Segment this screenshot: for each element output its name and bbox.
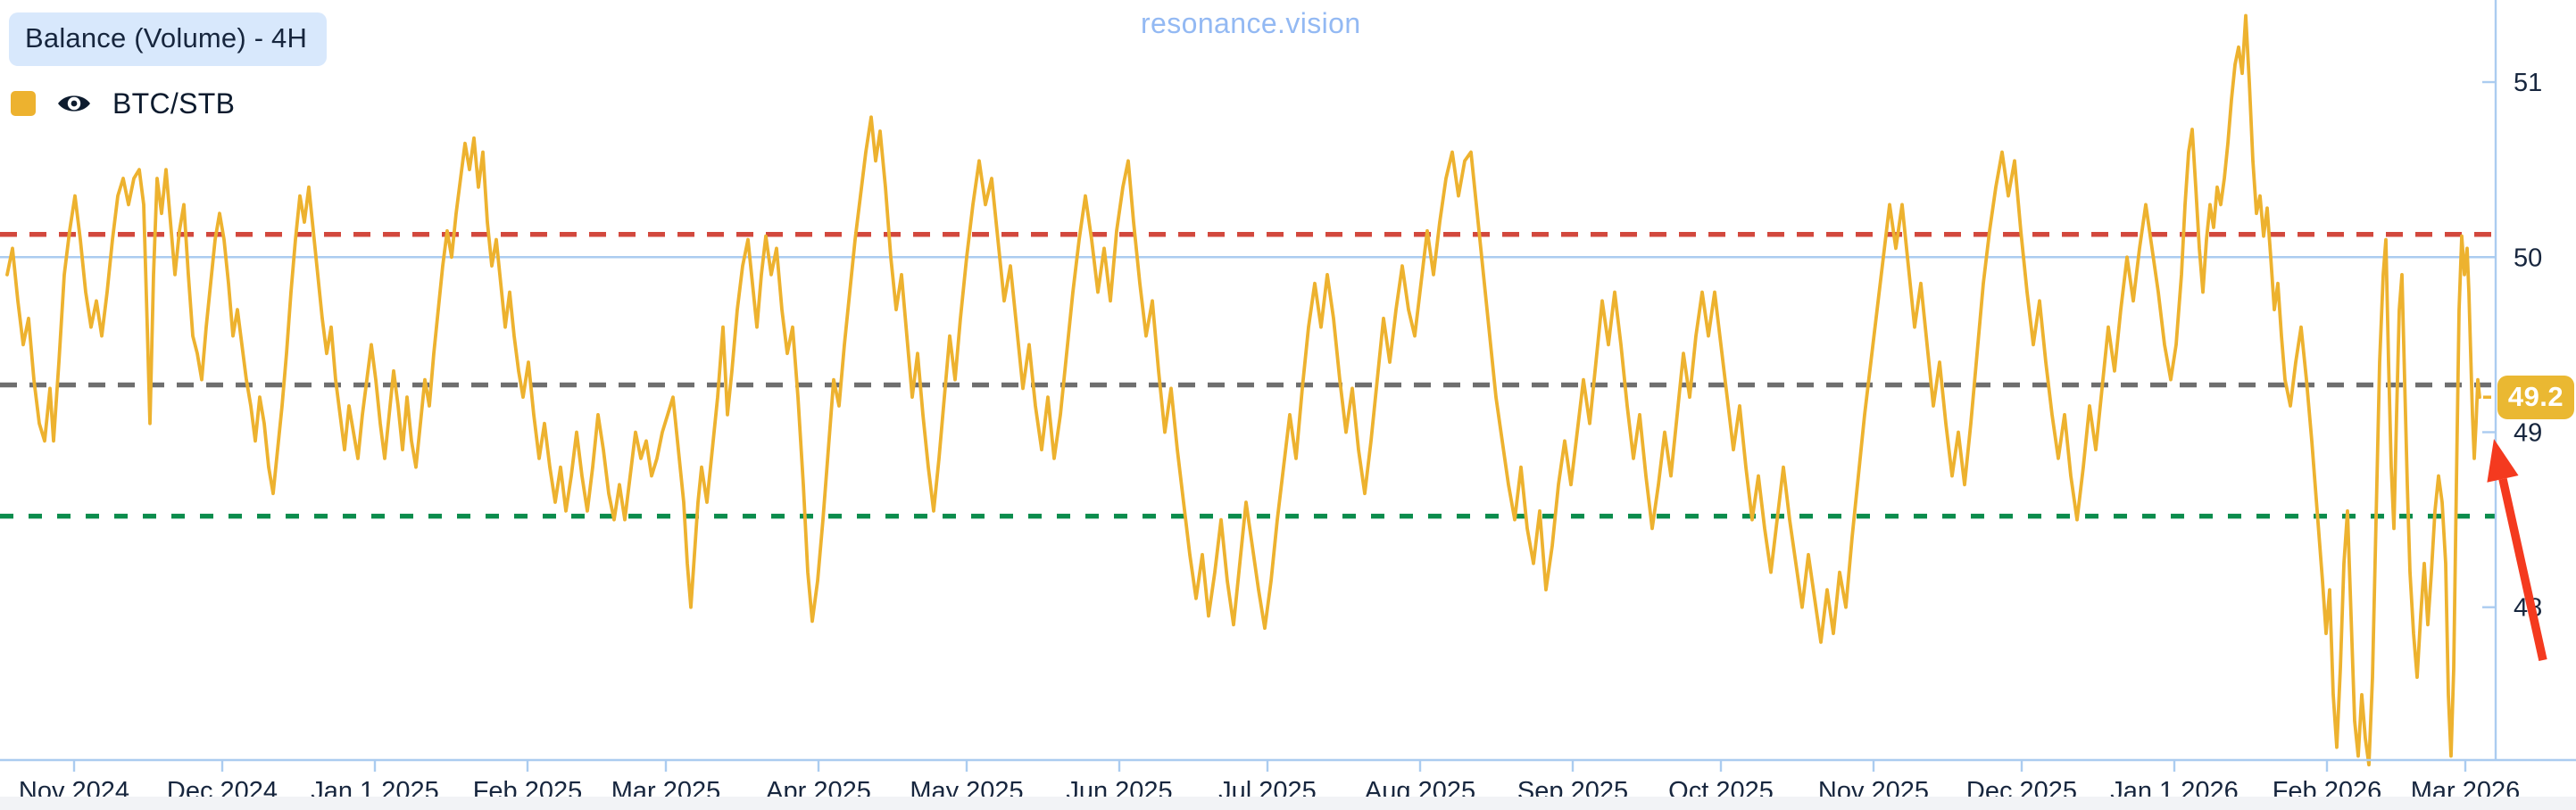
annotation-arrow-head xyxy=(2487,439,2519,483)
series-legend: BTC/STB xyxy=(11,86,235,121)
chart-title-pill: Balance (Volume) - 4H xyxy=(9,12,328,66)
y-tick-label: 50 xyxy=(2514,244,2542,272)
window-bottom-strip xyxy=(0,797,2576,810)
y-tick-label: 51 xyxy=(2514,69,2542,97)
last-price-badge: 49.2 xyxy=(2497,375,2574,419)
watermark: resonance.vision xyxy=(1141,7,1361,39)
y-tick-label: 49 xyxy=(2514,418,2542,447)
series-symbol-label: BTC/STB xyxy=(112,87,236,120)
chart-title: Balance (Volume) - 4H xyxy=(25,22,308,54)
last-price-value: 49.2 xyxy=(2507,381,2564,413)
price-series-line xyxy=(5,13,2481,767)
series-color-swatch-icon xyxy=(11,91,36,116)
annotation-arrow-shaft xyxy=(2498,477,2547,662)
visibility-eye-icon[interactable] xyxy=(55,88,93,119)
